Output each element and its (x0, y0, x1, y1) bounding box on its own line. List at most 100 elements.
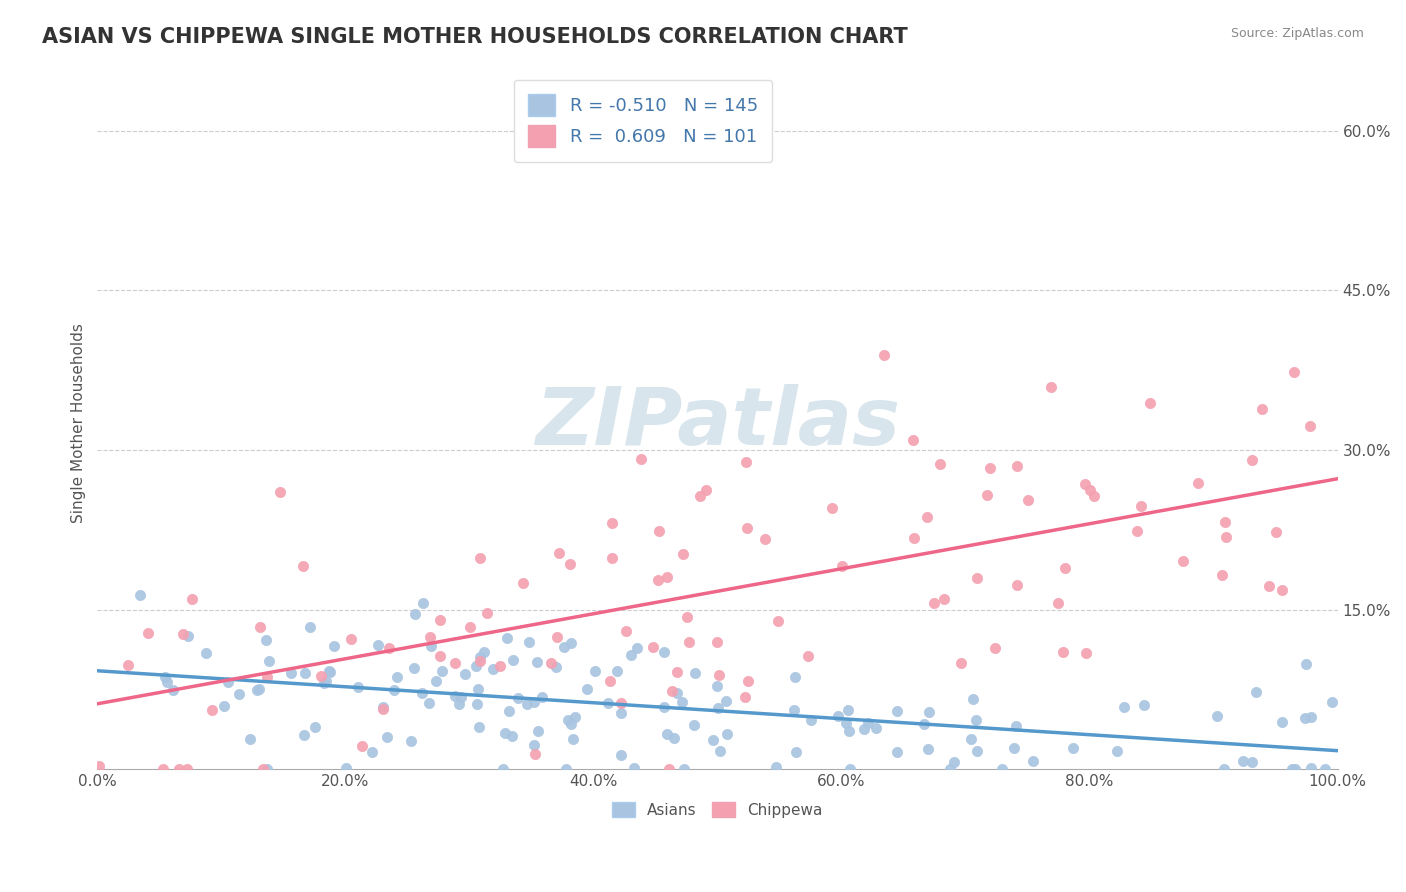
Point (1063, 741, 1085, 756)
Point (1173, 554, 1195, 568)
Point (465, 697, 488, 711)
Point (626, 641, 648, 656)
Point (546, 630, 568, 644)
Point (544, 660, 567, 674)
Point (176, 762, 198, 776)
Point (1251, 401, 1274, 416)
Point (765, 760, 787, 774)
Point (915, 510, 938, 524)
Point (1206, 709, 1229, 723)
Point (709, 744, 731, 758)
Point (548, 546, 571, 560)
Text: ASIAN VS CHIPPEWA SINGLE MOTHER HOUSEHOLDS CORRELATION CHART: ASIAN VS CHIPPEWA SINGLE MOTHER HOUSEHOL… (42, 27, 908, 46)
Point (340, 632, 363, 646)
Point (783, 702, 806, 716)
Point (785, 745, 807, 759)
Point (172, 626, 194, 640)
Point (1130, 500, 1153, 514)
Point (488, 659, 510, 673)
Point (853, 723, 876, 737)
Point (614, 624, 637, 639)
Point (965, 714, 987, 728)
Point (152, 762, 174, 776)
Legend: Asians, Chippewa: Asians, Chippewa (606, 796, 830, 824)
Point (928, 457, 950, 471)
Point (1320, 695, 1343, 709)
Point (553, 640, 575, 654)
Point (856, 716, 879, 731)
Text: Source: ZipAtlas.com: Source: ZipAtlas.com (1230, 27, 1364, 40)
Point (256, 670, 278, 684)
Point (796, 648, 818, 663)
Point (1281, 762, 1303, 776)
Point (371, 702, 394, 716)
Point (319, 665, 342, 680)
Point (583, 664, 606, 678)
Point (918, 705, 941, 719)
Point (294, 665, 316, 680)
Point (979, 460, 1001, 475)
Point (1240, 755, 1263, 769)
Point (976, 488, 998, 502)
Point (610, 748, 633, 763)
Point (666, 686, 689, 700)
Point (735, 455, 758, 469)
Point (1258, 579, 1281, 593)
Point (676, 610, 699, 624)
Point (695, 483, 717, 497)
Point (450, 690, 472, 705)
Point (458, 620, 481, 634)
Point (247, 681, 270, 696)
Point (827, 708, 849, 723)
Point (246, 682, 269, 697)
Point (652, 699, 675, 714)
Point (530, 690, 553, 704)
Point (1232, 754, 1254, 768)
Point (475, 606, 498, 620)
Point (304, 720, 326, 734)
Point (523, 695, 546, 709)
Point (194, 646, 217, 660)
Point (249, 620, 271, 634)
Point (714, 693, 737, 707)
Point (960, 732, 983, 747)
Point (425, 673, 447, 688)
Point (494, 726, 516, 740)
Point (429, 648, 451, 663)
Point (491, 762, 513, 776)
Point (322, 639, 344, 653)
Point (177, 629, 200, 643)
Point (596, 696, 619, 710)
Point (831, 559, 853, 574)
Point (335, 761, 357, 775)
Point (212, 698, 235, 713)
Point (402, 661, 425, 675)
Point (1264, 524, 1286, 539)
Point (136, 626, 159, 640)
Point (658, 762, 681, 776)
Point (671, 694, 693, 708)
Point (943, 756, 966, 770)
Point (540, 656, 562, 670)
Point (662, 731, 685, 745)
Point (555, 762, 578, 776)
Point (707, 667, 730, 681)
Point (1284, 762, 1306, 776)
Point (837, 703, 859, 717)
Point (526, 655, 548, 669)
Point (623, 761, 645, 775)
Point (1005, 719, 1028, 733)
Point (1083, 489, 1105, 503)
Point (371, 700, 394, 714)
Point (924, 597, 946, 611)
Point (1246, 685, 1268, 699)
Point (654, 645, 676, 659)
Point (560, 717, 582, 731)
Point (706, 634, 728, 648)
Point (1139, 396, 1161, 410)
Point (1005, 578, 1028, 592)
Point (468, 649, 491, 664)
Point (1039, 380, 1062, 394)
Point (382, 683, 405, 698)
Point (128, 588, 150, 602)
